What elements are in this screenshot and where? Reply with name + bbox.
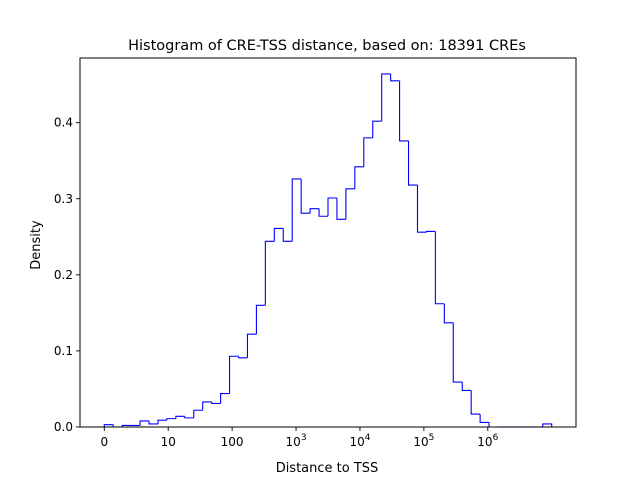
y-tick-label: 0.1 [54, 344, 73, 358]
x-tick-label: 104 [349, 433, 370, 449]
histogram-bin [318, 208, 328, 217]
histogram-bin [452, 322, 463, 383]
histogram-bin [363, 137, 373, 167]
y-tick-label: 0.2 [54, 268, 73, 282]
histogram-bin [237, 356, 248, 359]
histogram-bin [372, 120, 382, 138]
histogram-bin [300, 178, 311, 214]
histogram-bin [273, 227, 284, 242]
plot-frame [79, 57, 577, 428]
x-tick-label: 100 [221, 435, 244, 449]
histogram-bin [416, 185, 427, 233]
chart-title: Histogram of CRE-TSS distance, based on:… [128, 38, 526, 54]
x-tick-label: 0 [100, 435, 108, 449]
y-tick-label: 0.4 [54, 116, 73, 130]
histogram-bin [291, 178, 302, 242]
x-tick-label: 10 [161, 435, 176, 449]
y-tick-label: 0.3 [54, 192, 73, 206]
histogram-bin [193, 409, 203, 418]
y-tick-label: 0.0 [54, 420, 73, 434]
histogram-bin [488, 422, 499, 428]
histogram-bin [121, 424, 132, 427]
histogram-bin [479, 414, 490, 423]
x-tick-label: 105 [413, 433, 434, 449]
histogram-bin [264, 240, 275, 306]
histogram-bin [166, 418, 176, 421]
y-axis-label: Density [29, 220, 44, 270]
histogram-bin [309, 208, 320, 214]
histogram-bin [399, 80, 409, 142]
histogram-bin [470, 390, 481, 415]
x-axis: 0 10 100 103 104 105 106 [100, 427, 499, 449]
histogram-bin [202, 401, 212, 411]
x-axis-label: Distance to TSS [276, 461, 379, 476]
plot-area [79, 57, 577, 428]
histogram-bin [390, 73, 400, 82]
histogram-bin [148, 420, 158, 425]
histogram-bin [139, 420, 150, 426]
histogram-bin [425, 230, 436, 233]
histogram-bin [354, 166, 364, 189]
histogram-bin [443, 303, 454, 324]
histogram-bin [246, 333, 257, 358]
histogram-bin [336, 197, 346, 220]
histogram-bin [184, 416, 194, 419]
histogram-bin [345, 188, 355, 220]
histogram-bin [157, 419, 167, 424]
histogram-bin [255, 304, 266, 335]
histogram-bin [407, 140, 418, 186]
histogram-bin [381, 73, 391, 122]
x-tick-label: 106 [477, 433, 498, 449]
histogram-bin [282, 228, 293, 242]
x-tick-label: 103 [286, 433, 307, 449]
histogram-bin [461, 382, 472, 392]
histogram-bin [327, 197, 337, 217]
histogram-bin [211, 401, 221, 404]
histogram-bin [229, 355, 239, 394]
histogram-bin [542, 423, 553, 427]
histogram-bin [103, 424, 114, 427]
y-axis: 0.0 0.1 0.2 0.3 0.4 [54, 116, 80, 434]
histogram-bin [220, 392, 230, 404]
histogram-bin [434, 231, 445, 305]
histogram-bin [175, 415, 185, 419]
